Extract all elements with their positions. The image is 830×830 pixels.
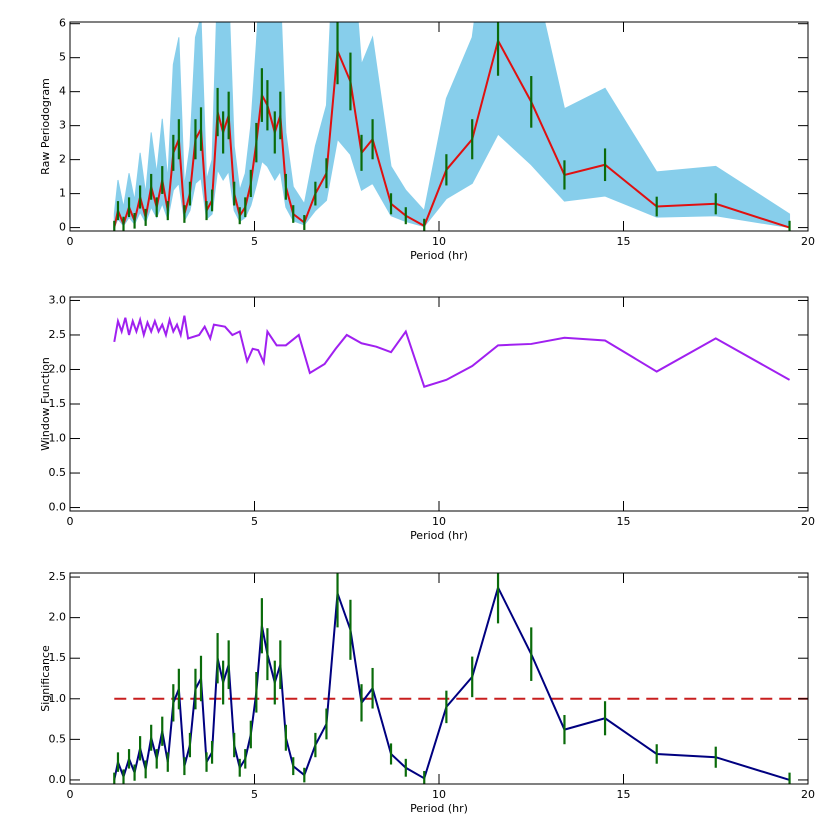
y-axis-title: Window Function [39,357,52,451]
y-tick-label: 3 [59,119,66,132]
y-tick-label: 2.5 [49,570,67,583]
plot-area [113,315,791,388]
x-tick-label: 10 [432,235,446,248]
x-axis-title: Period (hr) [410,529,468,542]
y-tick-label: 6 [59,17,66,30]
y-tick-label: 1.0 [49,692,67,705]
envelope [113,22,791,229]
y-tick-label: 0.5 [49,466,67,479]
y-tick-label: 1.0 [49,432,67,445]
y-axis-title: Significance [39,645,52,712]
y-tick-label: 1.5 [49,651,67,664]
y-tick-label: 3.0 [49,293,67,306]
y-tick-label: 0.5 [49,732,67,745]
x-tick-label: 15 [617,515,631,528]
x-tick-label: 20 [801,515,815,528]
y-tick-label: 1.5 [49,397,67,410]
y-tick-label: 0.0 [49,501,67,514]
axes-frame [69,296,809,512]
plot-area [113,22,791,231]
data-line [113,315,791,388]
axes-frame [69,572,809,785]
x-axis-title: Period (hr) [410,249,468,262]
x-tick-label: 5 [251,515,258,528]
y-tick-label: 4 [59,85,66,98]
x-tick-label: 15 [617,235,631,248]
y-tick-label: 1 [59,187,66,200]
y-tick-label: 2.0 [49,611,67,624]
y-tick-label: 2.0 [49,362,67,375]
x-tick-label: 20 [801,788,815,801]
x-tick-label: 5 [251,235,258,248]
y-tick-label: 2 [59,153,66,166]
x-tick-label: 15 [617,788,631,801]
x-tick-label: 5 [251,788,258,801]
y-axis-title: Raw Periodogram [39,78,52,175]
x-tick-label: 10 [432,515,446,528]
x-tick-label: 10 [432,788,446,801]
y-tick-label: 5 [59,51,66,64]
data-line [113,37,790,229]
y-tick-label: 0 [59,221,66,234]
x-tick-label: 20 [801,235,815,248]
x-axis-title: Period (hr) [410,802,468,815]
y-tick-label: 0.0 [49,773,67,786]
x-tick-label: 0 [67,515,74,528]
plot-area [113,573,808,784]
x-tick-label: 0 [67,788,74,801]
data-line [113,584,790,781]
y-tick-label: 2.5 [49,328,67,341]
x-tick-label: 0 [67,235,74,248]
